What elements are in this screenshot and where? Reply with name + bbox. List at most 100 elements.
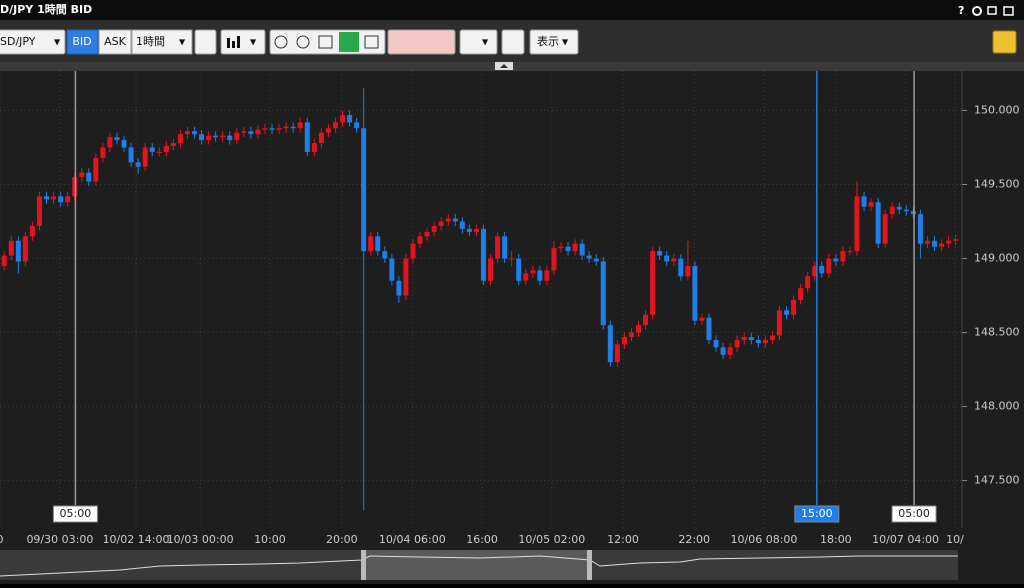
interval-text: 1時間 [136,35,165,48]
zoom-out[interactable] [296,35,310,49]
marker-label: 05:00 [898,507,930,520]
dropdown-arrow: ▼ [482,38,489,47]
y-tick-label: 148.500 [974,326,1020,339]
maximize-button[interactable] [1003,6,1014,16]
candle-body [741,336,747,340]
candle-body [121,140,127,148]
layout-button[interactable] [992,30,1017,54]
candle-body [51,196,57,200]
bid-button[interactable] [66,29,99,55]
candle-body [854,196,860,252]
candle-body [227,135,233,141]
candle-body [614,344,620,363]
candle-body [636,325,642,333]
candle-body [953,239,959,241]
x-tick-label: 12:00 [607,533,639,546]
candle-body [163,146,169,152]
candle-body [311,143,317,152]
window-title: D/JPY 1時間 BID [0,2,92,16]
candle-body [593,258,599,262]
scroll-button[interactable] [339,32,359,52]
svg-text:▼: ▼ [250,38,257,47]
candle-body [720,347,726,355]
candle-body [727,347,733,355]
x-tick-label: 10/ [946,533,964,546]
candle-body [565,246,571,252]
candle-body [861,196,867,207]
candle-body [142,147,148,167]
candle-body [1,255,7,266]
candle-body [621,336,627,345]
candle-body [847,251,853,253]
candle-body [692,265,698,321]
candle-body [776,310,782,336]
ask-button[interactable] [98,29,132,55]
dropdown-arrow: ▼ [54,38,61,47]
candle-body [882,214,888,244]
candle-body [903,209,909,212]
interval-select[interactable] [131,29,193,55]
candle-body [332,122,338,129]
candle-body [213,135,219,138]
candle-body [318,132,324,144]
dropdown-arrow: ▼ [562,38,569,47]
candle-body [177,134,183,144]
candle-body [946,240,952,244]
ask-text: ASK [104,35,127,48]
marker-label-box [891,505,937,523]
latest-button[interactable] [364,35,379,49]
help-button[interactable]: ? [958,4,964,17]
capture-button[interactable] [501,29,525,55]
candle-body [791,299,797,315]
x-tick-label: 10/07 04:00 [872,533,939,546]
candle-body [417,236,423,244]
candle-body [762,339,768,343]
navigator-window[interactable] [362,550,590,580]
candle-body [748,336,754,340]
candle-body [579,243,585,256]
candle-body [192,131,198,135]
candle-body [495,236,501,259]
marker-label: 05:00 [60,507,92,520]
x-tick-label: 09/30 03:00 [26,533,93,546]
display-menu[interactable] [529,29,579,55]
candle-body [206,135,212,141]
candle-body [769,335,775,340]
candle-body [44,196,50,200]
compare-button[interactable] [194,29,217,55]
settings-button[interactable] [972,6,982,16]
candle-body [459,221,465,229]
candle-body [368,236,374,252]
navigator-handle[interactable] [587,550,592,580]
candle-body [340,114,346,123]
zoom-in[interactable] [274,35,288,49]
candle-body [93,157,99,182]
candle-body [445,218,451,222]
candle-body [375,236,381,252]
candle-body [389,258,395,281]
candle-body [170,143,176,147]
candle-body [107,137,113,148]
candle-body [833,258,839,262]
candle-body [431,225,437,232]
candle-body [939,243,945,247]
candle-body [354,122,360,129]
y-tick-label: 147.500 [974,474,1020,487]
candle-body [184,131,190,135]
candle-body [657,251,663,256]
order-buttons[interactable] [387,29,456,55]
navigator-handle[interactable] [361,550,366,580]
candle-body [488,258,494,281]
restore-button[interactable] [987,6,997,15]
fit-button[interactable] [318,35,333,49]
candle-body [530,270,536,274]
candle-body [551,248,557,271]
symbol-select[interactable] [0,29,66,55]
candle-body [269,128,275,130]
candle-body [558,246,564,249]
x-tick-label: 16:00 [466,533,498,546]
draw-button[interactable] [459,29,498,55]
candle-body [100,147,106,158]
candle-body [241,131,247,133]
